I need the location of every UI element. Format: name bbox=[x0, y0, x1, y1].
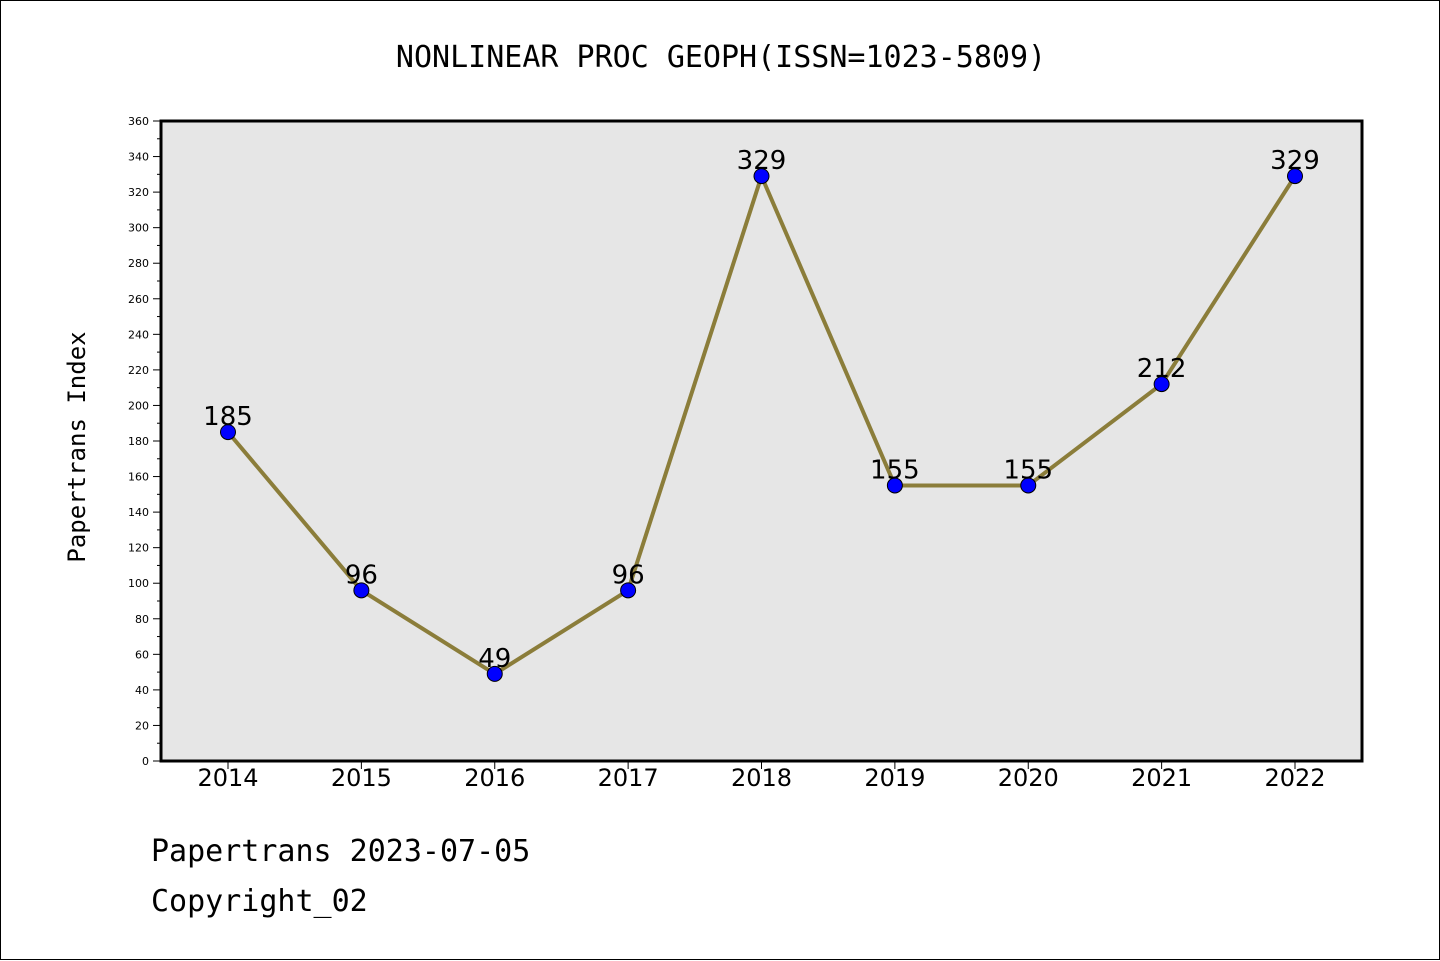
y-tick-label: 140 bbox=[128, 506, 149, 519]
chart-title: NONLINEAR PROC GEOPH(ISSN=1023-5809) bbox=[396, 40, 1046, 75]
y-tick-label: 60 bbox=[135, 648, 149, 661]
y-tick-label: 220 bbox=[128, 364, 149, 377]
y-tick-label: 40 bbox=[135, 684, 149, 697]
footer-date: Papertrans 2023-07-05 bbox=[151, 834, 531, 869]
data-label: 329 bbox=[1270, 146, 1320, 176]
data-point bbox=[486, 665, 503, 682]
y-tick-label: 180 bbox=[128, 435, 149, 448]
data-point bbox=[1287, 168, 1303, 185]
y-tick-label: 0 bbox=[142, 755, 149, 768]
x-tick-label: 2021 bbox=[1131, 764, 1192, 792]
marker-group bbox=[220, 168, 1303, 682]
y-tick-label: 80 bbox=[135, 613, 149, 626]
y-axis: 0 20 40 60 80 100 120 140 160 180 200 220 240 260 280 3… bbox=[128, 115, 161, 768]
y-tick-label: 260 bbox=[128, 293, 149, 306]
data-label: 329 bbox=[737, 146, 787, 176]
y-axis-label: Papertrans Index bbox=[63, 331, 91, 562]
data-label: 212 bbox=[1137, 354, 1187, 384]
x-tick-label: 2016 bbox=[464, 764, 525, 792]
data-label-group: 185 96 49 96 329 155 155 212 329 bbox=[203, 146, 1320, 674]
data-label: 185 bbox=[203, 402, 253, 432]
x-tick-label: 2014 bbox=[197, 764, 258, 792]
data-point bbox=[753, 168, 770, 185]
x-tick-label: 2017 bbox=[598, 764, 659, 792]
y-tick-label: 280 bbox=[128, 257, 149, 270]
y-tick-label: 100 bbox=[128, 577, 149, 590]
x-tick-label: 2019 bbox=[864, 764, 925, 792]
data-point bbox=[220, 424, 236, 441]
data-point bbox=[1153, 376, 1170, 393]
data-point bbox=[1020, 477, 1037, 494]
x-tick-label: 2022 bbox=[1264, 764, 1325, 792]
data-label: 155 bbox=[870, 455, 920, 485]
y-tick-label: 320 bbox=[128, 186, 149, 199]
x-tick-label: 2018 bbox=[731, 764, 792, 792]
data-label: 49 bbox=[478, 644, 511, 674]
data-label: 155 bbox=[1003, 455, 1053, 485]
footer-copyright: Copyright_02 bbox=[151, 884, 368, 919]
y-tick-label: 160 bbox=[128, 471, 149, 484]
x-axis: 2014 2015 2016 2017 2018 2019 2020 2021 2022 bbox=[197, 761, 1326, 792]
y-tick-label: 240 bbox=[128, 328, 149, 341]
data-point bbox=[620, 582, 637, 599]
y-tick-label: 20 bbox=[135, 719, 149, 732]
data-label: 96 bbox=[345, 560, 378, 590]
data-point bbox=[353, 582, 370, 599]
y-tick-label: 120 bbox=[128, 542, 149, 555]
y-tick-label: 200 bbox=[128, 399, 149, 412]
x-tick-label: 2020 bbox=[998, 764, 1059, 792]
data-point bbox=[886, 477, 903, 494]
data-label: 96 bbox=[612, 560, 645, 590]
y-tick-label: 300 bbox=[128, 222, 149, 235]
x-tick-label: 2015 bbox=[331, 764, 392, 792]
y-tick-label: 340 bbox=[128, 151, 149, 164]
plot-area bbox=[159, 119, 1364, 763]
y-tick-label: 360 bbox=[128, 115, 149, 128]
